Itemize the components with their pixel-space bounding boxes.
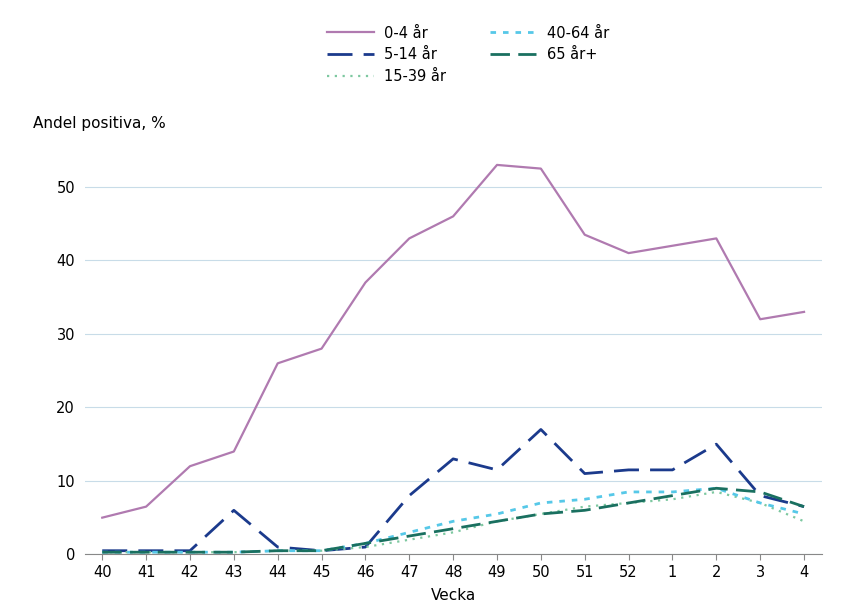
X-axis label: Vecka: Vecka: [430, 588, 476, 603]
Legend: 0-4 år, 5-14 år, 15-39 år, 40-64 år, 65 år+: 0-4 år, 5-14 år, 15-39 år, 40-64 år, 65 …: [327, 25, 609, 84]
Text: Andel positiva, %: Andel positiva, %: [33, 116, 166, 131]
